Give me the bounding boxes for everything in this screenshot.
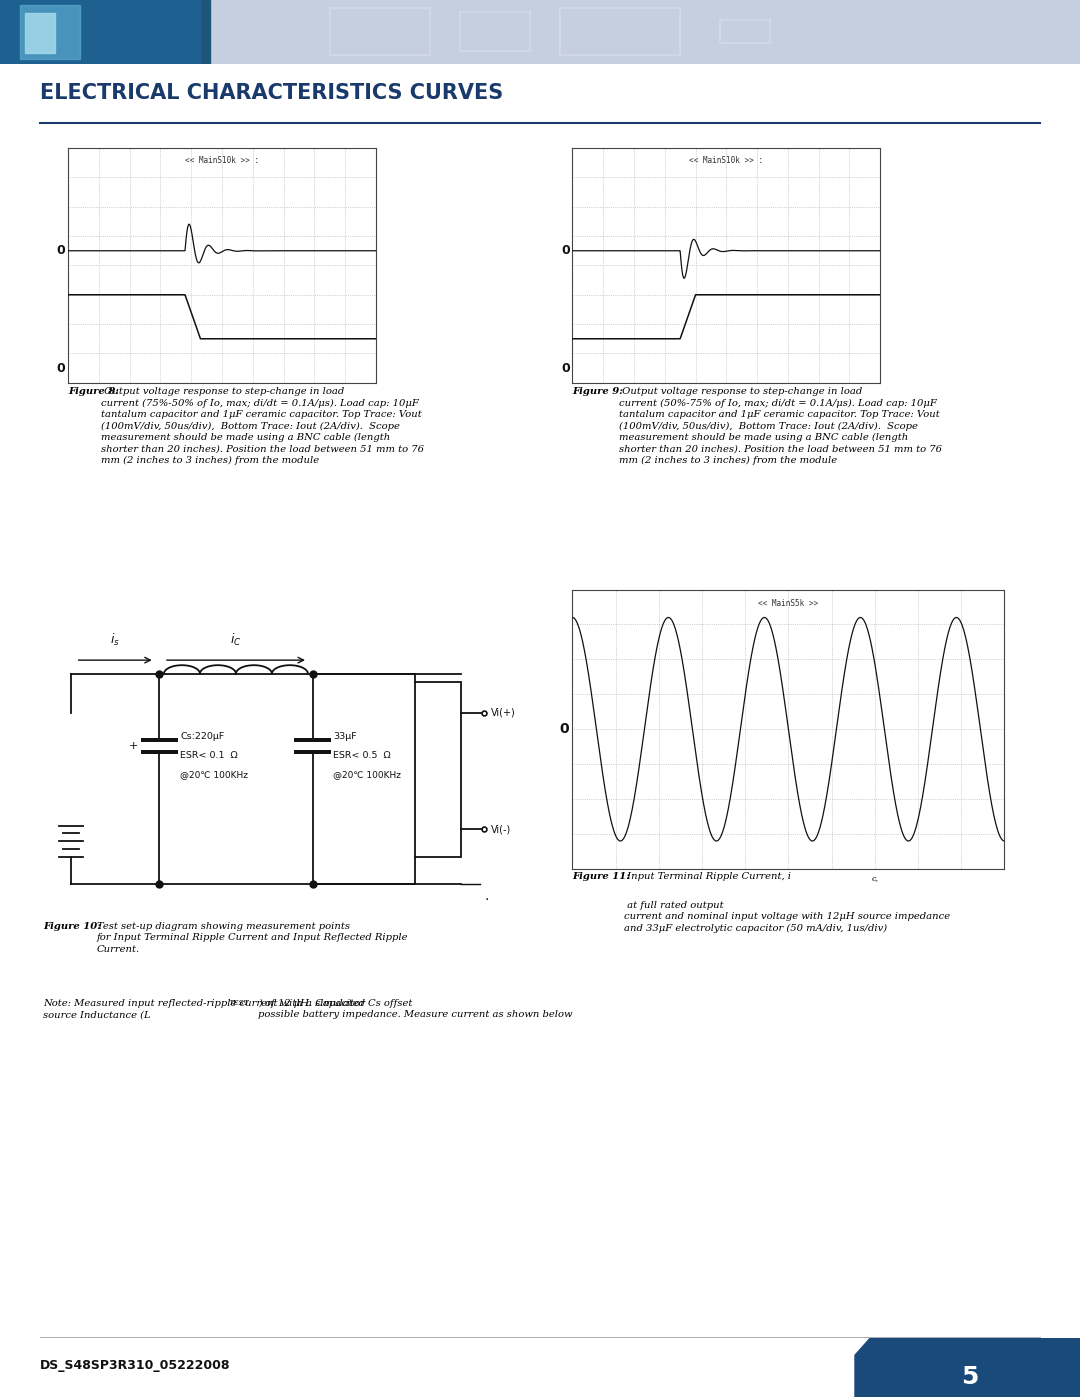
Text: << MainS10k >> :: << MainS10k >> : (689, 156, 764, 165)
Bar (330, 8, 430, 56)
Bar (21, 6, 80, 59)
Text: Figure 9:: Figure 9: (572, 387, 623, 395)
Text: TEST: TEST (229, 999, 249, 1007)
Text: << MainS10k >> :: << MainS10k >> : (185, 156, 259, 165)
Bar (415, 682, 461, 856)
Text: 0: 0 (57, 362, 66, 374)
Bar (460, 13, 530, 52)
Text: Output voltage response to step-change in load
current (75%-50% of Io, max; di/d: Output voltage response to step-change i… (100, 387, 424, 465)
Bar (720, 20, 770, 43)
Text: Figure 10:: Figure 10: (43, 922, 102, 930)
Text: $i_s$: $i_s$ (110, 633, 120, 648)
Bar (25, 13, 55, 53)
Text: Figure 8:: Figure 8: (68, 387, 119, 395)
Text: ) of 12 μH. Capacitor Cs offset
possible battery impedance. Measure current as s: ) of 12 μH. Capacitor Cs offset possible… (258, 999, 572, 1020)
Text: @20℃ 100KHz: @20℃ 100KHz (180, 770, 248, 780)
Text: Vi(-): Vi(-) (491, 824, 512, 834)
Text: 5: 5 (961, 1365, 978, 1389)
Text: Cs:220μF: Cs:220μF (180, 732, 225, 740)
Text: ESR< 0.5  Ω: ESR< 0.5 Ω (334, 752, 391, 760)
Text: DS_S48SP3R310_05222008: DS_S48SP3R310_05222008 (40, 1359, 230, 1372)
Polygon shape (855, 1338, 1080, 1397)
Text: 0: 0 (562, 362, 570, 374)
Text: +: + (130, 740, 138, 750)
Bar (0, 0, 210, 63)
Text: Vi(+): Vi(+) (491, 708, 516, 718)
Text: Figure 11:: Figure 11: (572, 872, 631, 880)
Text: Output voltage response to step-change in load
current (50%-75% of Io, max; di/d: Output voltage response to step-change i… (619, 387, 942, 465)
Text: 0: 0 (562, 244, 570, 257)
Text: .: . (484, 888, 489, 902)
Text: ESR< 0.1  Ω: ESR< 0.1 Ω (180, 752, 238, 760)
Bar (0, 0, 200, 63)
Text: Test set-up diagram showing measurement points
for Input Terminal Ripple Current: Test set-up diagram showing measurement … (96, 922, 408, 954)
Bar (561, 8, 680, 56)
Text: Input Terminal Ripple Current, i: Input Terminal Ripple Current, i (624, 872, 791, 880)
Text: 0: 0 (57, 244, 66, 257)
Text: Note: Measured input reflected-ripple current with a simulated
source Inductance: Note: Measured input reflected-ripple cu… (43, 999, 365, 1020)
Text: $i_C$: $i_C$ (230, 633, 242, 648)
Text: << MainS5k >>: << MainS5k >> (758, 599, 819, 608)
Text: at full rated output
current and nominal input voltage with 12μH source impedanc: at full rated output current and nominal… (624, 901, 949, 933)
Text: 0: 0 (559, 722, 569, 736)
Text: 33μF: 33μF (334, 732, 357, 740)
Text: c,: c, (872, 875, 879, 883)
Text: ELECTRICAL CHARACTERISTICS CURVES: ELECTRICAL CHARACTERISTICS CURVES (40, 84, 503, 103)
Text: @20℃ 100KHz: @20℃ 100KHz (334, 770, 402, 780)
